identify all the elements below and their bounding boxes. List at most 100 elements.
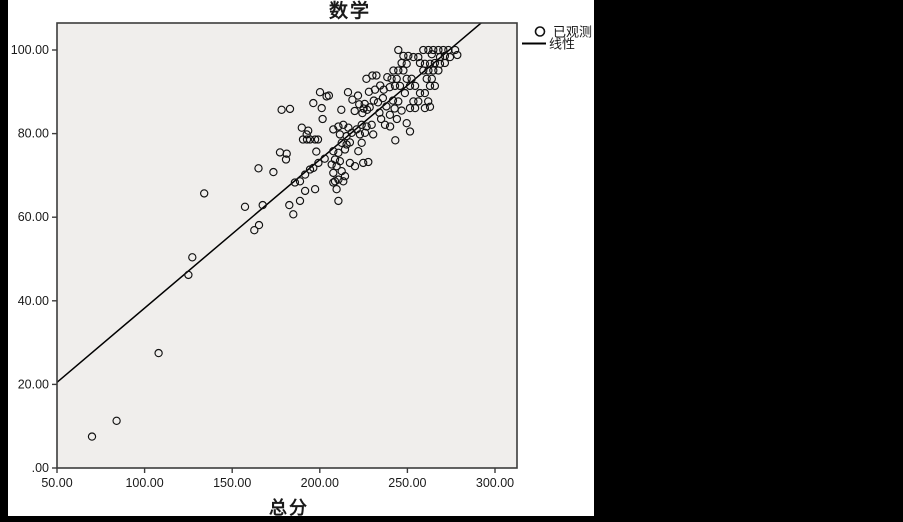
scatter-point: [312, 147, 321, 156]
scatter-point: [419, 45, 428, 55]
scatter-point: [313, 135, 323, 144]
scatter-point: [445, 52, 455, 62]
scatter-point: [430, 58, 440, 68]
scatter-point: [397, 58, 406, 68]
scatter-point: [304, 126, 313, 135]
scatter-point: [330, 177, 340, 186]
scatter-point: [365, 103, 374, 112]
scatter-point: [362, 122, 371, 131]
scatter-point: [392, 114, 402, 124]
scatter-point: [334, 122, 343, 131]
scatter-point: [430, 81, 440, 91]
scatter-point: [285, 200, 294, 210]
y-tick-label: 100.00: [11, 43, 49, 57]
scatter-point: [414, 52, 423, 62]
legend-label-observed: 已观测: [553, 25, 592, 40]
x-tick-label: 200.00: [301, 476, 339, 490]
scatter-point: [372, 71, 381, 80]
y-tick-label: 80.00: [18, 127, 49, 141]
scatter-point: [314, 158, 323, 168]
scatter-point: [389, 66, 398, 75]
scatter-point: [395, 81, 405, 91]
scatter-point: [200, 189, 209, 198]
scatter-point: [369, 130, 378, 139]
scatter-point: [405, 81, 415, 91]
legend: 已观测 线性: [522, 25, 592, 52]
scatter-point: [405, 103, 415, 113]
scatter-point: [434, 66, 443, 75]
scatter-point: [429, 45, 438, 55]
scatter-point: [324, 91, 334, 100]
scatter-point: [318, 114, 327, 124]
scatter-point: [184, 270, 193, 280]
scatter-point: [390, 81, 400, 91]
scatter-point: [337, 138, 346, 147]
scatter-point: [414, 97, 423, 106]
scatter-point: [405, 127, 415, 136]
scatter-point: [353, 91, 363, 100]
scatter-point: [385, 110, 395, 119]
scatter-point: [250, 226, 259, 235]
scatter-point: [376, 81, 385, 90]
scatter-point: [357, 138, 366, 147]
scatter-point: [359, 104, 368, 113]
scatter-point: [360, 128, 370, 137]
x-tick-label: 250.00: [388, 476, 426, 490]
scatter-point: [281, 155, 291, 164]
y-tick-label: .00: [32, 461, 49, 475]
x-axis-title: 总分: [269, 497, 309, 518]
chart-content: 50.00 100.00 150.00 200.00 250.00 300.00 .00 20…: [11, 23, 514, 490]
scatter-point: [282, 149, 291, 158]
scatter-point: [335, 157, 345, 166]
scatter-point: [254, 164, 263, 173]
scatter-point: [400, 88, 410, 98]
scatter-point: [240, 202, 250, 211]
scatter-point: [369, 96, 378, 105]
scatter-point: [302, 135, 312, 144]
scatter-point: [355, 130, 365, 139]
scatter-point: [415, 88, 425, 98]
scatter-point: [350, 162, 360, 171]
black-border-right: [594, 0, 903, 522]
scatter-point: [402, 59, 411, 68]
scatter-point: [383, 73, 392, 82]
scatter-point: [340, 145, 350, 154]
scatter-point: [295, 196, 305, 206]
scatter-point: [394, 45, 403, 55]
scatter-point: [337, 105, 346, 114]
scatter-point: [258, 200, 267, 210]
scatter-point: [420, 88, 430, 98]
scatter-point: [394, 97, 403, 106]
scatter-point: [397, 106, 406, 115]
scatter-point: [350, 106, 359, 116]
scatter-point: [309, 98, 318, 108]
black-border-bottom: [0, 516, 903, 522]
scatter-point: [334, 148, 343, 157]
scatter-point: [367, 120, 376, 129]
scatter-point: [362, 105, 372, 114]
scatter-point: [315, 88, 325, 97]
scatter-point: [427, 50, 436, 59]
chart-title: 数学: [329, 0, 371, 22]
scatter-point: [354, 147, 363, 156]
scatter-point: [425, 81, 435, 91]
scatter-point: [348, 95, 357, 104]
scatter-point: [440, 58, 450, 68]
scatter-point: [385, 122, 395, 131]
scatter-point: [404, 51, 413, 61]
scatter-point: [399, 66, 408, 75]
scatter-point: [188, 253, 197, 262]
scatter-point: [355, 100, 364, 109]
scatter-point: [317, 103, 326, 113]
scatter-point: [289, 210, 298, 219]
observed-marker-icon: [534, 26, 546, 37]
scatter-point: [112, 416, 121, 425]
scatter-point: [388, 96, 398, 105]
scatter-point: [429, 66, 438, 75]
scatter-point: [310, 185, 320, 194]
scatter-point: [382, 102, 391, 111]
scatter-point: [310, 135, 320, 144]
y-tick-label: 20.00: [18, 377, 49, 391]
